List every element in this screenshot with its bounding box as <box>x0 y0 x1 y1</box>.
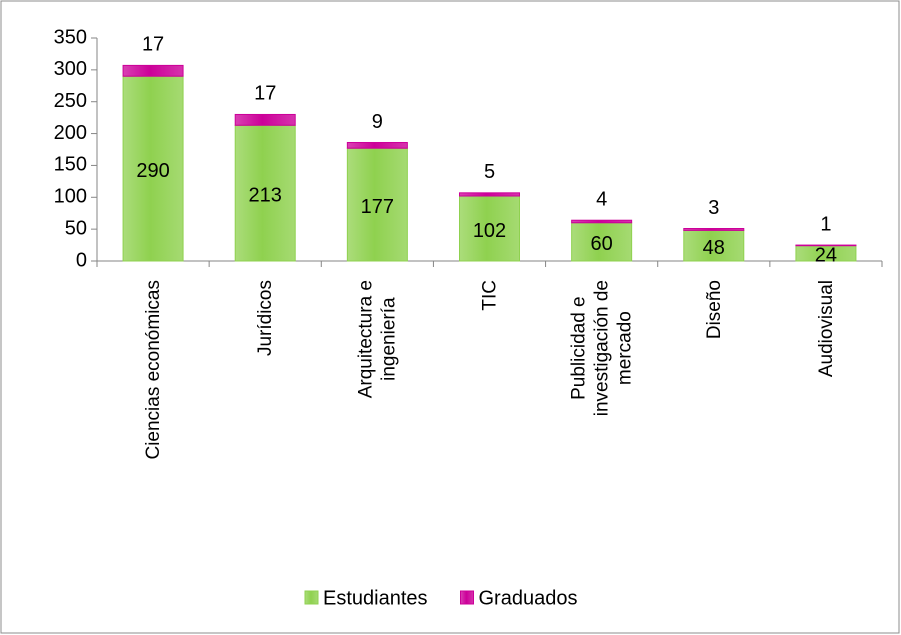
bar-segment <box>683 228 745 231</box>
x-tick-label-box: Diseño <box>654 280 774 570</box>
y-tick-label: 300 <box>54 58 87 80</box>
x-tick-label-wrap: Publicidad e investigación de mercado <box>542 280 662 570</box>
y-tick-label: 250 <box>54 90 87 112</box>
bar-segment <box>346 147 408 262</box>
data-label: 290 <box>136 160 169 182</box>
bar-segment <box>571 219 633 224</box>
bar-segment <box>346 141 408 149</box>
data-label: 213 <box>249 184 282 206</box>
data-label: 17 <box>142 34 164 56</box>
x-tick-label: Arquitectura e ingeniería <box>355 280 400 399</box>
x-tick-label-box: Ciencias económicas <box>93 280 213 570</box>
data-label: 5 <box>484 161 495 183</box>
x-tick-label-wrap: Jurídicos <box>205 280 325 570</box>
x-tick-label: TIC <box>479 280 500 311</box>
data-label: 60 <box>591 233 613 255</box>
data-label: 48 <box>703 237 725 259</box>
x-tick-label: Diseño <box>703 280 725 340</box>
y-tick-label: 100 <box>54 186 87 208</box>
bar-segment <box>459 192 520 197</box>
x-tick-label: Ciencias económicas <box>142 280 164 460</box>
bar-segment <box>795 244 857 247</box>
bar-segment <box>459 195 520 262</box>
data-label: 9 <box>372 111 383 133</box>
y-tick-label: 50 <box>65 217 87 239</box>
x-tick-label-box: Audiovisual <box>766 280 886 570</box>
y-tick-label: 200 <box>54 122 87 144</box>
x-tick-label-wrap: Diseño <box>654 280 774 570</box>
bar-segment <box>683 229 745 262</box>
data-label: 1 <box>820 213 831 235</box>
data-label: 17 <box>254 83 276 105</box>
legend-label: Graduados <box>479 587 578 609</box>
data-label: 4 <box>596 189 607 211</box>
x-tick-label-wrap: Ciencias económicas <box>93 280 213 570</box>
y-tick-label: 150 <box>54 154 87 176</box>
bar-segment <box>234 113 296 126</box>
legend-swatch <box>460 590 474 605</box>
x-tick-label-box: Publicidad e investigación de mercado <box>542 280 662 570</box>
data-label: 3 <box>708 197 719 219</box>
x-tick-label-box: TIC <box>430 280 550 570</box>
x-tick-label-wrap: Audiovisual <box>766 280 886 570</box>
y-tick-label: 0 <box>76 249 87 271</box>
data-label: 24 <box>815 245 837 267</box>
data-label: 177 <box>361 196 394 218</box>
x-tick-label: Publicidad e investigación de mercado <box>568 280 636 417</box>
x-tick-label-wrap: Arquitectura e ingeniería <box>317 280 437 570</box>
bar-segment <box>571 222 633 262</box>
x-tick-label-wrap: TIC <box>430 280 550 570</box>
x-tick-label-box: Jurídicos <box>205 280 325 570</box>
legend-label: Estudiantes <box>323 587 428 609</box>
x-tick-label: Audiovisual <box>815 280 837 378</box>
bar-segment <box>122 64 184 77</box>
x-tick-label: Jurídicos <box>254 280 276 357</box>
y-tick-label: 350 <box>54 26 87 48</box>
x-tick-label-box: Arquitectura e ingeniería <box>317 280 437 570</box>
data-label: 102 <box>473 220 506 242</box>
legend-swatch <box>304 590 319 605</box>
